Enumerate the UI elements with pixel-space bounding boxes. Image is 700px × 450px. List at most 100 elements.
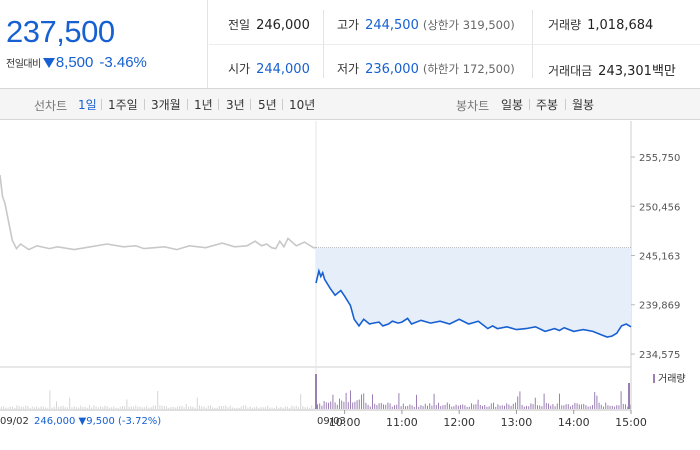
tab-1-year[interactable]: 1년 (194, 98, 213, 112)
open-cell: 시가 244,000 (228, 60, 310, 77)
volume-bar (607, 405, 609, 409)
volume-bar (113, 406, 115, 409)
volume-bar (444, 404, 446, 409)
volume-bar (267, 405, 269, 409)
tab-weekly-candle[interactable]: 주봉 (536, 98, 559, 112)
volume-bar (473, 404, 475, 409)
volume-bar (126, 399, 128, 409)
volume-bar (451, 406, 453, 409)
volume-bar (581, 404, 582, 409)
x-tick-label: 11:00 (386, 416, 418, 429)
tab-1-week[interactable]: 1주일 (108, 98, 138, 112)
volume-bar (325, 402, 327, 409)
volume-bar (298, 407, 299, 409)
volume-bar-close (628, 383, 630, 409)
tab-separator (187, 99, 188, 110)
tab-3-months[interactable]: 3개월 (151, 98, 181, 112)
volume-bar (97, 407, 99, 409)
tab-1-day[interactable]: 1일 (78, 98, 97, 112)
volume-bar (383, 404, 384, 409)
volume-bar (214, 407, 216, 409)
tab-10-years[interactable]: 10년 (289, 98, 316, 112)
quote-summary: 237,500 전일대비 8,500 -3.46% 전일 246,000 고가 244,… (0, 0, 700, 89)
tab-daily-candle[interactable]: 일봉 (501, 98, 524, 112)
row-divider (209, 44, 700, 45)
volume-bar (440, 406, 442, 409)
volume-bar (400, 406, 402, 409)
volume-bar (350, 390, 351, 409)
volume-bar (559, 393, 560, 409)
volume-bar (135, 405, 137, 409)
volume-bar (106, 406, 108, 409)
volume-bar (605, 402, 607, 409)
tab-5-years[interactable]: 5년 (258, 98, 277, 112)
volume-bar (508, 404, 510, 409)
volume-bar (42, 406, 44, 409)
volume-bar (49, 390, 51, 409)
volume-bar (313, 407, 315, 409)
volume-bar (433, 393, 435, 409)
today-price-line (315, 268, 632, 338)
change-caption: 전일대비 (6, 59, 41, 70)
volume-bar (258, 407, 260, 409)
x-tick-label: 13:00 (501, 416, 533, 429)
volume-bar (490, 403, 492, 409)
volume-bar (552, 404, 554, 409)
today-area-fill (316, 247, 631, 337)
price-change-row: 전일대비 8,500 -3.46% (6, 52, 147, 71)
y-tick-label: 255,750 (639, 153, 680, 164)
trade-value-unit: 백만 (651, 64, 676, 79)
volume-bar (269, 407, 271, 409)
volume-legend: 거래량 (658, 373, 686, 385)
volume-bar (271, 407, 273, 409)
volume-bar (82, 406, 84, 409)
volume-bar (64, 407, 66, 409)
volume-bar (361, 394, 362, 409)
y-tick-label: 239,869 (639, 301, 680, 312)
volume-label: 거래량 (548, 18, 582, 32)
volume-bar (273, 408, 275, 409)
volume-bar (302, 406, 304, 409)
tab-monthly-candle[interactable]: 월봉 (572, 98, 595, 112)
trade-value-value: 243,301 (598, 64, 652, 79)
volume-bar (363, 393, 365, 409)
volume-bar (58, 406, 60, 409)
trade-value-cell: 거래대금 243,301백만 (548, 60, 676, 79)
volume-bar (372, 394, 373, 409)
volume-bar (148, 407, 150, 409)
volume-bar (627, 406, 629, 409)
volume-bar (585, 405, 587, 409)
volume-bar (354, 401, 356, 409)
volume-bar (108, 407, 110, 409)
volume-bar (438, 402, 439, 409)
tab-3-years[interactable]: 3년 (226, 98, 245, 112)
volume-bar (589, 406, 591, 409)
volume-bar (479, 405, 481, 409)
volume-bar (506, 403, 508, 409)
prev-day-series (0, 175, 316, 251)
volume-bar (521, 404, 523, 409)
volume-bar (429, 403, 431, 409)
volume-bar (330, 401, 332, 409)
volume-bar (319, 403, 321, 409)
high-value: 244,500 (365, 18, 419, 33)
volume-bar (528, 406, 530, 409)
volume-bar (203, 406, 205, 409)
volume-bar (449, 404, 450, 409)
volume-bar (614, 406, 615, 409)
volume-bar (256, 406, 258, 409)
prev-close-value: 246,000 (256, 18, 310, 33)
volume-bar (166, 406, 167, 409)
volume-bar (23, 407, 24, 409)
volume-bar (468, 406, 470, 409)
volume-bar (192, 406, 194, 409)
volume-bar (282, 407, 284, 409)
high-label: 고가 (337, 18, 360, 32)
volume-bar (71, 407, 73, 409)
tab-separator (218, 99, 219, 110)
volume-bar (243, 405, 244, 409)
volume-bar (262, 407, 264, 409)
tab-separator (250, 99, 251, 110)
volume-bar (56, 401, 57, 409)
volume-bar (464, 405, 466, 409)
